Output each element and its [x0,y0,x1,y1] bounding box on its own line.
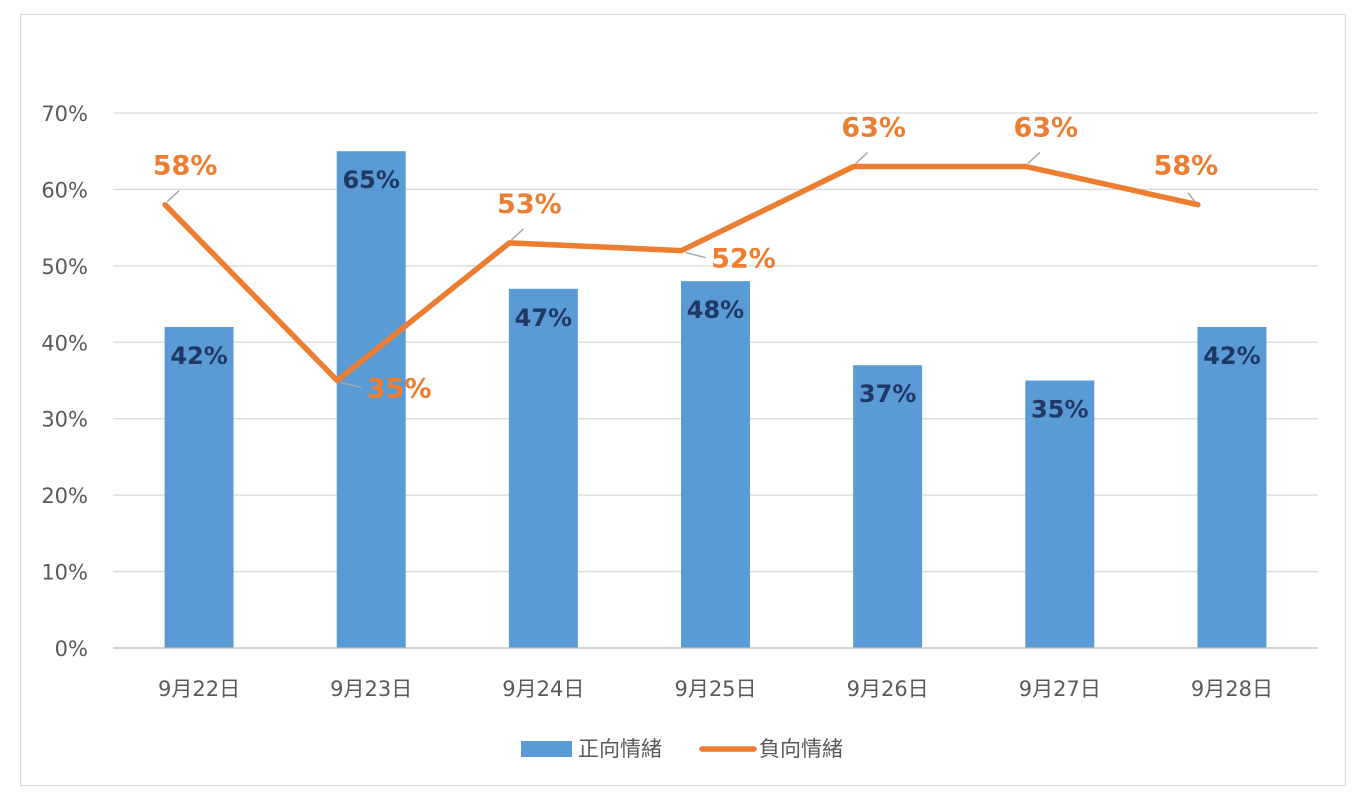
bar [853,365,923,648]
line-series: 58% 35% 53% 52% 63% 63% 58% [153,113,1218,405]
x-tick-label: 9月23日 [330,677,412,701]
line-data-label: 63% [841,113,906,144]
leader-line [1027,151,1041,165]
legend: 正向情緒 負向情緒 [521,737,843,761]
bar [164,327,234,648]
y-tick-label: 60% [41,178,88,202]
leader-line [855,151,869,165]
bar [336,151,406,648]
bar-data-label: 42% [170,342,227,370]
line-data-label: 58% [1154,151,1219,182]
legend-swatch-bar [521,741,572,757]
leader-line [510,228,524,241]
bar [681,281,750,648]
x-tick-label: 9月22日 [158,677,240,701]
leader-line [685,251,706,259]
x-tick-label: 9月25日 [674,677,756,701]
line-path [162,163,1201,384]
y-tick-label: 40% [41,331,88,355]
bar-data-label: 65% [342,166,399,194]
legend-label-positive: 正向情緒 [578,737,662,761]
y-tick-label: 50% [41,255,88,279]
x-tick-label: 9月28日 [1191,677,1273,701]
bar-data-label: 47% [515,304,572,332]
y-tick-label: 20% [41,484,88,508]
bar-series: 42% 65% 47% 48% 37% 35% 42% [164,151,1267,648]
line-data-label: 58% [153,151,218,182]
y-axis: 0% 10% 20% 30% 40% 50% 60% 70% [41,102,88,661]
y-tick-label: 10% [41,561,88,585]
legend-label-negative: 負向情緒 [759,737,843,761]
leader-line [341,381,362,389]
line-data-label: 35% [367,374,432,405]
bar-data-label: 37% [859,380,916,408]
bar-data-label: 42% [1203,342,1260,370]
bar [508,288,578,648]
x-axis: 9月22日 9月23日 9月24日 9月25日 9月26日 9月27日 9月28日 [113,647,1318,701]
leader-line [1187,192,1196,203]
bar-data-label: 35% [1031,396,1088,424]
line-data-label: 52% [711,244,776,275]
line-data-label: 53% [497,189,562,220]
leader-line [166,190,180,203]
line-data-label: 63% [1013,113,1078,144]
bar-data-label: 48% [687,296,744,324]
x-tick-label: 9月26日 [847,677,929,701]
x-tick-label: 9月24日 [502,677,584,701]
bar [1025,380,1095,648]
y-tick-label: 30% [41,408,88,432]
x-tick-label: 9月27日 [1019,677,1101,701]
y-tick-label: 0% [55,637,88,661]
bar [1197,327,1267,648]
y-tick-label: 70% [41,102,88,126]
